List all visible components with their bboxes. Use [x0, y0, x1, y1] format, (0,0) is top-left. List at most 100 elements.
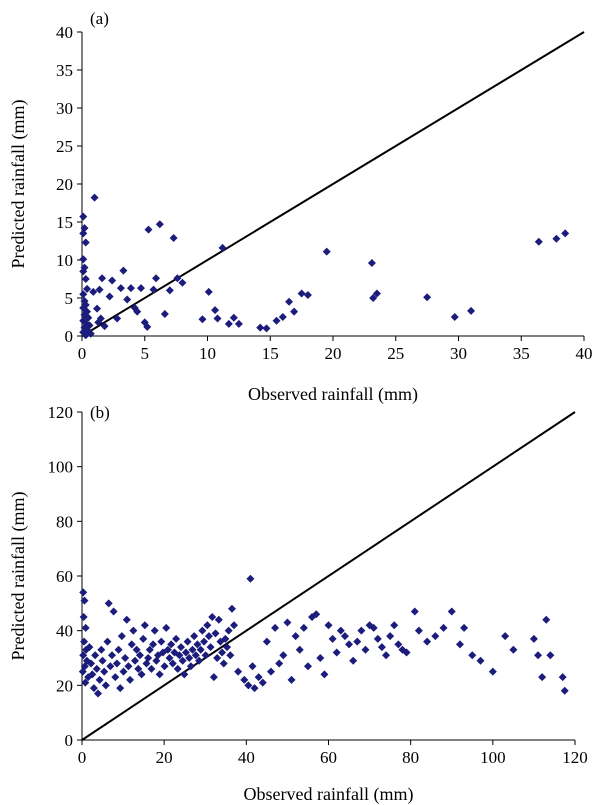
- data-point: [137, 670, 146, 679]
- data-point: [113, 314, 122, 323]
- data-point: [94, 318, 103, 327]
- data-point: [455, 640, 464, 649]
- data-point: [147, 664, 156, 673]
- y-tick-label: 40: [56, 23, 73, 42]
- data-point: [109, 607, 118, 616]
- data-point: [145, 645, 154, 654]
- data-point: [447, 607, 456, 616]
- data-point: [79, 212, 88, 221]
- y-tick-label: 30: [56, 99, 73, 118]
- data-point: [178, 278, 187, 287]
- y-tick-label: 0: [65, 731, 74, 750]
- data-point: [97, 645, 106, 654]
- data-point: [328, 634, 337, 643]
- data-point: [111, 673, 120, 682]
- data-point: [132, 645, 141, 654]
- data-point: [190, 632, 199, 641]
- y-axis-label: Predicted rainfall (mm): [8, 100, 29, 269]
- data-point: [230, 621, 239, 630]
- data-point: [198, 315, 207, 324]
- data-point: [213, 654, 222, 662]
- one-to-one-line: [81, 411, 576, 741]
- data-point: [211, 306, 220, 315]
- data-point: [98, 656, 107, 665]
- data-point: [79, 651, 88, 660]
- data-point: [297, 289, 306, 298]
- data-point: [95, 285, 104, 294]
- data-point: [324, 621, 333, 630]
- data-point: [143, 322, 152, 331]
- data-point: [150, 626, 159, 635]
- data-point: [155, 220, 164, 229]
- y-tick-label: 10: [56, 251, 73, 270]
- data-point: [353, 637, 362, 646]
- data-point: [336, 626, 345, 635]
- data-point: [394, 640, 403, 649]
- data-point: [271, 623, 280, 632]
- y-tick-label: 35: [56, 61, 73, 80]
- x-tick-label: 15: [262, 344, 279, 363]
- data-point: [100, 322, 109, 331]
- data-point: [112, 659, 121, 668]
- data-point: [129, 626, 138, 635]
- data-point: [538, 673, 547, 682]
- data-point: [85, 643, 94, 652]
- data-point: [126, 284, 135, 293]
- data-point: [258, 678, 267, 687]
- data-point: [133, 307, 142, 316]
- data-point: [122, 615, 131, 624]
- data-point: [423, 637, 432, 646]
- data-point: [78, 667, 87, 676]
- data-point: [165, 654, 174, 662]
- data-point: [140, 621, 149, 630]
- data-point: [299, 623, 308, 632]
- data-point: [262, 637, 271, 646]
- x-tick-label: 80: [402, 748, 419, 767]
- data-point: [414, 626, 423, 635]
- data-point: [152, 274, 161, 283]
- data-point: [80, 224, 89, 233]
- data-point: [372, 289, 381, 298]
- data-point: [94, 689, 103, 698]
- data-point: [303, 662, 312, 671]
- data-point: [357, 626, 366, 635]
- data-point: [155, 670, 164, 679]
- data-point: [119, 266, 128, 275]
- data-point: [193, 640, 202, 649]
- data-point: [509, 645, 518, 654]
- y-tick-label: 40: [56, 622, 73, 641]
- data-point: [149, 640, 158, 649]
- panel-label: (a): [90, 9, 109, 28]
- data-point: [157, 637, 166, 646]
- data-point: [224, 319, 233, 328]
- data-point: [431, 632, 440, 641]
- data-point: [546, 651, 555, 660]
- data-point: [196, 645, 205, 654]
- data-point: [373, 634, 382, 643]
- data-point: [93, 304, 102, 313]
- data-point: [340, 632, 349, 641]
- data-point: [201, 651, 210, 660]
- data-point: [200, 637, 209, 646]
- data-point: [191, 651, 200, 660]
- data-point: [168, 659, 177, 668]
- data-point: [185, 654, 194, 662]
- data-point: [103, 637, 112, 646]
- data-point: [206, 643, 215, 652]
- data-point: [121, 654, 130, 662]
- x-tick-label: 100: [480, 748, 506, 767]
- data-point: [135, 651, 144, 660]
- data-point: [552, 234, 561, 243]
- data-point: [386, 632, 395, 641]
- data-point: [180, 670, 189, 679]
- x-tick-label: 35: [513, 344, 530, 363]
- data-point: [332, 648, 341, 657]
- y-tick-label: 0: [65, 327, 74, 346]
- data-point: [439, 623, 448, 632]
- data-point: [172, 634, 181, 643]
- data-point: [279, 651, 288, 660]
- one-to-one-line: [81, 31, 585, 337]
- data-point: [377, 643, 386, 652]
- data-point: [322, 247, 331, 256]
